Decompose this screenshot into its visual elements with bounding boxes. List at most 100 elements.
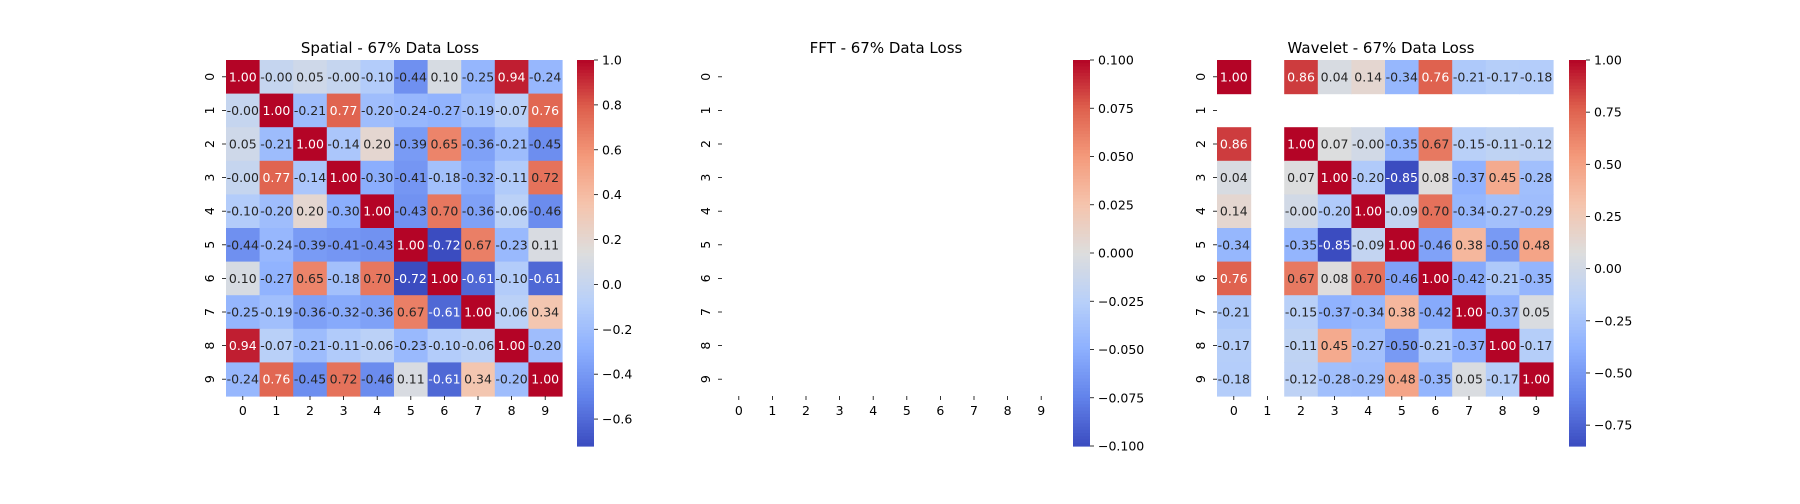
heatmap-cell [259,93,294,128]
heatmap-cell [461,261,496,296]
colorbar-tick-label: 0.00 [1594,261,1622,276]
colorbar-segment [577,420,594,425]
colorbar-tick-label: 0.4 [602,187,622,202]
cell-value-label: -0.61 [529,271,561,286]
colorbar-segment [1073,95,1090,100]
heatmap-cell [1284,362,1319,397]
x-tick-label: 1 [1263,403,1271,418]
colorbar-segment [1569,417,1586,421]
cell-value-label: -0.17 [1218,338,1250,353]
heatmap-cell [427,295,462,330]
panel-wavelet: Wavelet - 67% Data Loss 1.00 0.86 0.04 0.14… [1193,39,1632,447]
colorbar-segment [1569,133,1586,138]
cell-value-label: 1.00 [531,372,559,387]
colorbar-segment [1569,140,1586,145]
colorbar-segment [1569,175,1586,180]
colorbar-segment [1073,230,1090,235]
colorbar-segment [577,124,594,129]
colorbar-segment [1073,92,1090,96]
cell-value-label: 0.67 [1287,271,1315,286]
colorbar-segment [1073,121,1090,125]
cell-value-label: -0.42 [1419,305,1451,320]
cell-value-label: -0.45 [529,137,561,152]
cell-value-label: -0.24 [395,103,427,118]
heatmap-cell [1317,261,1352,296]
cell-value-label: -0.23 [395,338,427,353]
cell-value-label: -0.45 [294,372,326,387]
heatmap-cell [1385,295,1420,330]
cell-value-label: -0.10 [227,204,259,219]
colorbar-segment [577,407,594,412]
colorbar-segment [577,429,594,434]
colorbar-segment [1569,98,1586,103]
heatmap-cell [1485,160,1520,195]
heatmap-cell [293,228,328,263]
colorbar-segment [1569,150,1586,154]
colorbar-segment [1073,285,1090,289]
colorbar-segment [1569,233,1586,238]
cell-value-label: -0.19 [462,103,494,118]
cell-value-label: -0.36 [361,305,393,320]
x-tick-label: 8 [508,403,516,418]
cell-value-label: -0.37 [1453,338,1485,353]
y-tick-label: 3 [698,174,713,182]
heatmap-cell [1284,295,1319,330]
colorbar-segment [1569,195,1586,199]
cell-value-label: -0.85 [1386,170,1418,185]
heatmap-cell [360,362,395,397]
x-tick-label: 8 [1004,403,1012,418]
colorbar-segment [1073,198,1090,203]
colorbar-segment [1073,111,1090,116]
heatmap-cell [293,93,328,128]
colorbar-segment [1073,400,1090,405]
heatmap-cell [326,60,361,95]
heatmap-cell [1217,328,1252,363]
heatmap-cell [1385,228,1420,263]
heatmap-cell [461,194,496,229]
colorbar-segment [577,298,594,302]
colorbar-segment [1073,162,1090,167]
colorbar-segment [1073,375,1090,380]
colorbar-segment [1569,211,1586,215]
heatmap-cell [1351,127,1386,162]
cell-value-label: 0.76 [262,372,290,387]
colorbar-segment [577,262,594,267]
colorbar-segment [1073,269,1090,273]
heatmap-cell [226,328,261,363]
cell-value-label: -0.27 [428,103,460,118]
colorbar-segment [1073,298,1090,302]
heatmap-cell [394,127,429,162]
colorbar-segment [1073,310,1090,315]
colorbar-segment [1569,397,1586,402]
colorbar-segment [1073,362,1090,367]
colorbar-segment [577,172,594,177]
cell-value-label: 0.14 [1354,69,1382,84]
cell-value-label: -0.23 [495,237,527,252]
cell-value-label: -0.07 [495,103,527,118]
cell-value-label: 0.72 [531,170,559,185]
cell-value-label: 0.67 [397,305,425,320]
colorbar-segment [1569,423,1586,428]
cell-value-label: -0.41 [327,237,359,252]
colorbar-segment [577,207,594,212]
cell-value-label: -0.14 [327,137,359,152]
cell-value-label: -0.19 [260,305,292,320]
cell-value-label: -0.30 [361,170,393,185]
heatmap-cell [1485,60,1520,95]
colorbar-segment [1569,275,1586,280]
colorbar-segment [1569,420,1586,425]
heatmap-cell [528,328,563,363]
colorbar-segment [1073,249,1090,254]
colorbar-segment [577,317,594,322]
colorbar-segment [577,88,594,93]
heatmap-cell [1317,228,1352,263]
heatmap-cell [1351,362,1386,397]
cell-value-label: -0.21 [1218,305,1250,320]
colorbar-segment [1569,436,1586,441]
colorbar-segment [1073,365,1090,370]
colorbar-segment [1073,391,1090,396]
colorbar-tick-label: −0.75 [1594,418,1632,433]
colorbar-segment [577,156,594,161]
colorbar-segment [577,182,594,187]
